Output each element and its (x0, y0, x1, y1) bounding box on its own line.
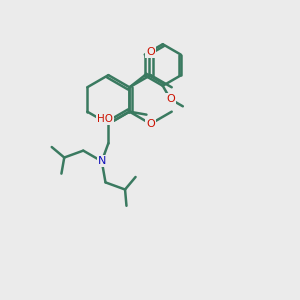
Text: O: O (166, 94, 175, 104)
Text: O: O (146, 47, 155, 57)
Text: N: N (98, 156, 106, 166)
Text: O: O (146, 119, 155, 129)
Text: HO: HO (97, 114, 113, 124)
